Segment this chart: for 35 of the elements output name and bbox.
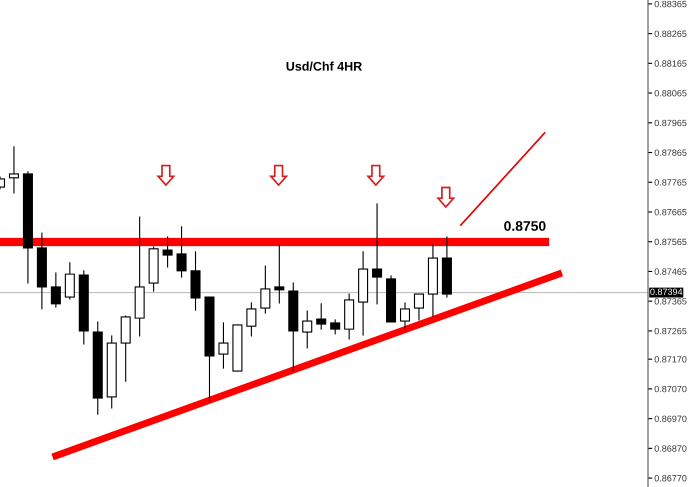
y-tick-label: 0.87965 bbox=[654, 120, 687, 126]
candlestick bbox=[302, 310, 312, 348]
y-tick-label: 0.87070 bbox=[654, 386, 687, 392]
candlestick bbox=[64, 262, 75, 300]
text: Usd/Chf 4HR bbox=[286, 62, 362, 71]
y-tick-label: 0.86770 bbox=[654, 475, 687, 482]
annotation: 0.8750 bbox=[504, 221, 546, 231]
candlestick bbox=[176, 226, 187, 278]
y-tick-label: 0.87465 bbox=[654, 268, 687, 275]
y-tick-label: 0.87170 bbox=[654, 356, 687, 363]
candlestick bbox=[8, 146, 19, 194]
candlestick bbox=[414, 293, 424, 320]
candlestick bbox=[50, 272, 61, 308]
y-tick-label: 0.88365 bbox=[654, 0, 687, 8]
y-tick-label: 0.87665 bbox=[654, 208, 687, 216]
y-tick-label: 0.88065 bbox=[654, 90, 687, 96]
candlestick bbox=[330, 319, 340, 334]
candlestick bbox=[372, 203, 382, 304]
y-tick-label: 0.88265 bbox=[654, 30, 687, 37]
y-tick-label: 0.87865 bbox=[654, 149, 687, 156]
y-tick-label: 0.87365 bbox=[654, 298, 687, 305]
y-tick-label: 0.87765 bbox=[654, 179, 687, 186]
y-tick-label: 0.88165 bbox=[654, 60, 687, 67]
candlestick bbox=[260, 266, 270, 314]
candlestick bbox=[274, 244, 284, 304]
y-tick-label: 0.87265 bbox=[654, 328, 687, 334]
candlestick bbox=[400, 302, 410, 328]
candlestick bbox=[316, 303, 326, 330]
ref-line-label: 0.87394 bbox=[650, 288, 682, 295]
y-tick-label: 0.86970 bbox=[654, 416, 687, 422]
candlestick bbox=[162, 236, 173, 268]
candlestick bbox=[246, 302, 256, 337]
y-tick-label: 0.87565 bbox=[654, 238, 687, 246]
candlestick bbox=[218, 322, 228, 369]
y-tick-label: 0.86870 bbox=[654, 445, 687, 452]
